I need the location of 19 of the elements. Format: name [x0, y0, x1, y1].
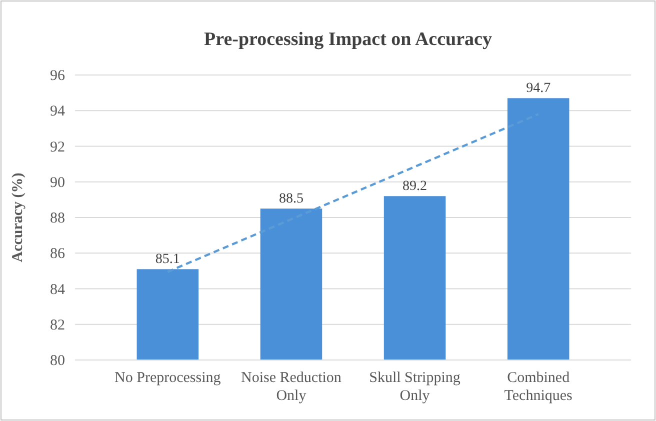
x-tick-label: Noise Reduction Only: [241, 370, 342, 404]
data-label: 89.2: [402, 179, 428, 194]
data-label: 85.1: [155, 252, 180, 268]
x-tick-label: Skull Stripping Only: [369, 370, 461, 404]
y-tick-label: 86: [50, 246, 66, 262]
data-label: 94.7: [526, 81, 551, 96]
x-tick-label: Combined Techniques: [504, 370, 573, 404]
data-label: 88.5: [278, 192, 304, 207]
y-tick-label: 90: [50, 174, 65, 191]
y-tick-label: 80: [50, 353, 65, 369]
y-tick-label: 96: [50, 68, 66, 84]
y-axis-title: Accuracy (%): [10, 172, 26, 262]
y-tick-label: 88: [50, 210, 65, 226]
y-tick-label: 82: [50, 317, 65, 334]
x-tick-label: No Preprocessing: [114, 370, 222, 386]
y-tick-label: 84: [50, 282, 66, 298]
chart-title: Pre-processing Impact on Accuracy: [204, 29, 492, 50]
y-tick-label: 94: [50, 104, 66, 120]
y-tick-label: 92: [50, 139, 65, 156]
